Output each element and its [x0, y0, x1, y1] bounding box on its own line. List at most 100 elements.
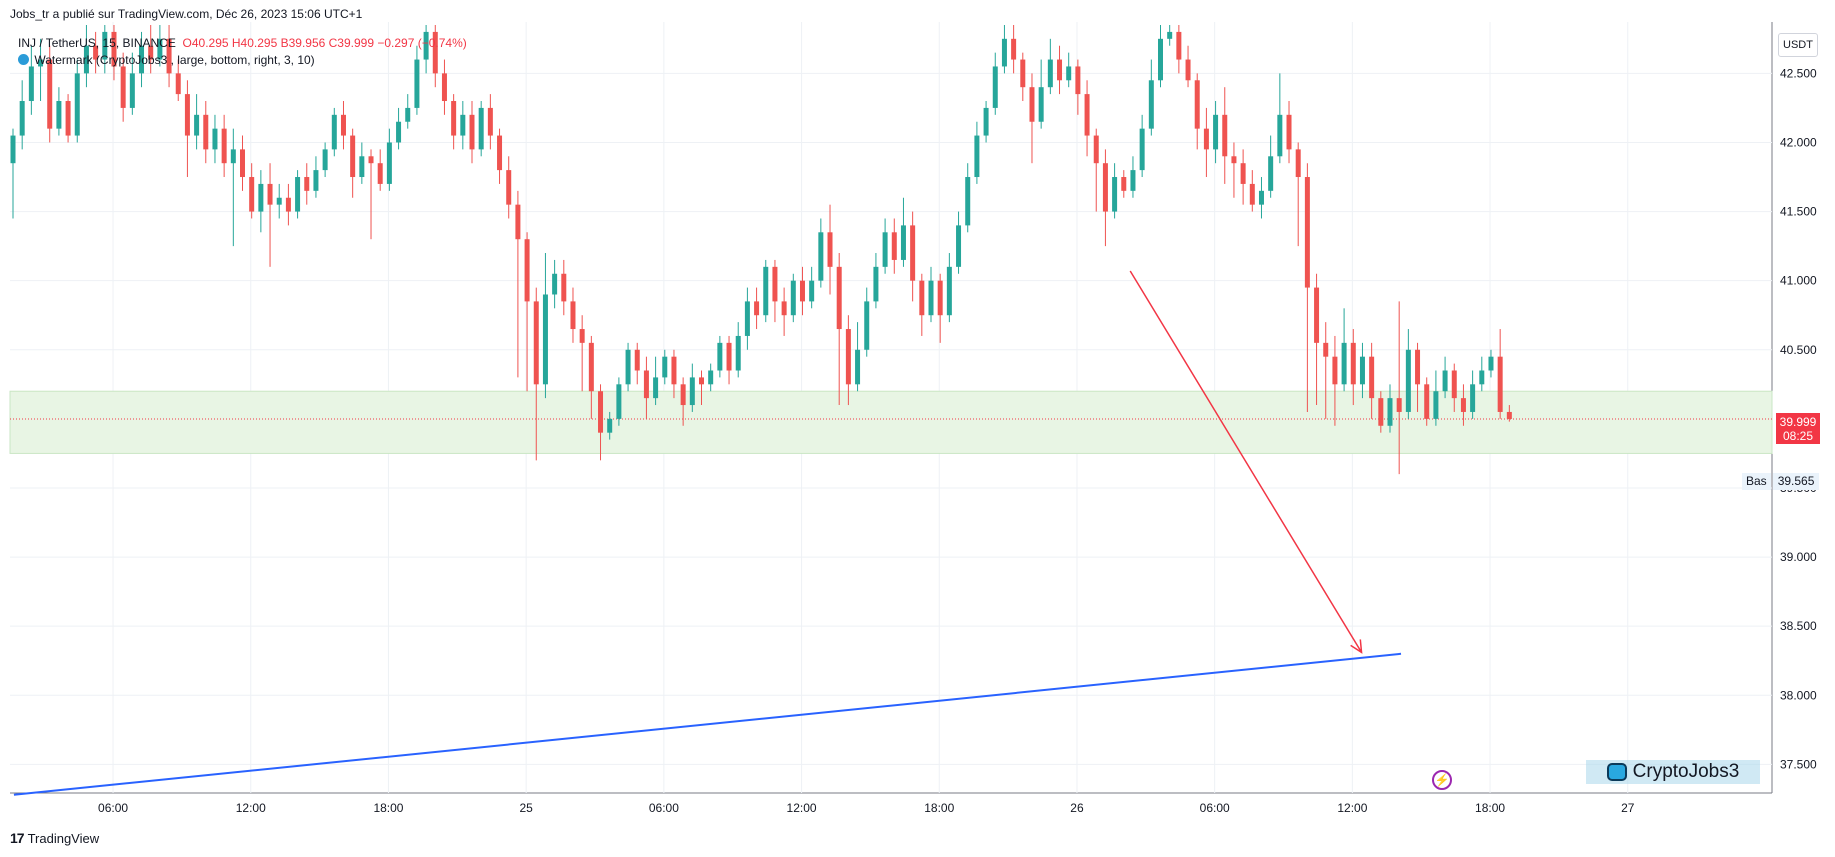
forecast-arrow [1129, 270, 1363, 653]
candle-body [1497, 356, 1503, 412]
candle-body [1323, 342, 1329, 357]
candle-body [212, 128, 218, 150]
candle-body [1286, 114, 1292, 150]
candle-body [120, 66, 126, 108]
candle-body [497, 135, 503, 171]
candle-body [1295, 149, 1301, 178]
candle-body [937, 280, 943, 316]
candle-body [1029, 87, 1035, 122]
candle-body [763, 266, 769, 316]
candle-body [1185, 59, 1191, 81]
y-tick-label: 39.000 [1780, 550, 1817, 564]
candle-body [1332, 356, 1338, 385]
candle-body [946, 266, 952, 316]
candle-body [47, 59, 53, 129]
ohlc-values: O40.295 H40.295 B39.956 C39.999 −0.297 (… [182, 36, 467, 50]
candle-body [919, 280, 925, 316]
candle-body [1249, 183, 1255, 205]
candle-body [1451, 370, 1457, 399]
candle-body [1424, 384, 1430, 419]
x-tick-label: 18:00 [924, 801, 954, 815]
y-tick-label: 38.000 [1780, 688, 1817, 702]
candle-body [157, 38, 163, 60]
candle-body [552, 273, 558, 295]
candle-body [441, 73, 447, 102]
candle-body [1341, 342, 1347, 385]
x-tick-label: 12:00 [1337, 801, 1367, 815]
candle-body [460, 114, 466, 136]
candle-body [1240, 163, 1246, 184]
candle-body [809, 280, 815, 302]
candle-body [304, 177, 310, 191]
candle-body [258, 183, 264, 212]
candle-body [735, 335, 741, 371]
candle-body [643, 370, 649, 399]
candle-body [65, 101, 71, 136]
candle-body [616, 384, 622, 419]
candle-body [882, 232, 888, 267]
candle-body [671, 356, 677, 385]
candle-body [74, 73, 80, 136]
candle-body [175, 73, 181, 95]
candle-body [249, 177, 255, 212]
x-tick-label: 26 [1070, 801, 1084, 815]
tradingview-logo-text: TradingView [27, 830, 100, 846]
watermark-indicator-label[interactable]: Watermark (CryptoJobs3 , large, bottom, … [34, 53, 315, 67]
candle-body [386, 142, 392, 184]
watermark-text: CryptoJobs3 [1632, 761, 1740, 782]
last-price-value: 39.999 [1779, 415, 1817, 429]
candle-body [1001, 38, 1007, 67]
candle-body [1158, 38, 1163, 81]
candle-body [818, 232, 824, 281]
candle-body [368, 156, 374, 164]
indicator-row[interactable]: Watermark (CryptoJobs3 , large, bottom, … [18, 52, 467, 69]
x-tick-label: 12:00 [236, 801, 266, 815]
candle-body [1268, 156, 1274, 191]
candle-body [1277, 114, 1283, 157]
candle-body [579, 329, 585, 343]
symbol-name[interactable]: INJ / TetherUS, 15, BINANCE [18, 36, 176, 50]
candle-body [322, 149, 328, 171]
candle-body [267, 183, 273, 205]
candle-body [405, 107, 411, 122]
candle-body [102, 31, 108, 60]
candle-body [331, 114, 337, 150]
candle-body [38, 59, 44, 67]
lightning-icon[interactable]: ⚡ [1432, 770, 1452, 790]
candle-body [570, 301, 576, 330]
currency-button[interactable]: USDT [1778, 33, 1818, 57]
candle-body [396, 121, 402, 143]
candle-body [928, 280, 934, 316]
last-price-tag: 39.999 08:25 [1776, 413, 1820, 444]
candle-body [414, 59, 420, 108]
candle-body [1167, 31, 1173, 39]
candle-body [524, 239, 530, 302]
candle-body [350, 135, 356, 178]
candle-body [607, 418, 613, 433]
candle-body [1093, 135, 1099, 164]
candle-body [1396, 398, 1402, 412]
candle-body [827, 232, 833, 267]
candle-body [717, 342, 723, 371]
candle-body [432, 31, 438, 74]
candle-body [1222, 114, 1228, 157]
candle-body [1258, 190, 1264, 205]
candle-body [1121, 177, 1127, 191]
session-low-label: Bas 39.565 [1742, 473, 1820, 490]
candle-body [689, 377, 695, 406]
cryptojobs-logo-icon [1606, 763, 1627, 781]
candle-body [1102, 163, 1108, 212]
x-tick-label: 06:00 [649, 801, 679, 815]
candle-body [1460, 398, 1466, 412]
tradingview-logo[interactable]: 17 TradingView [10, 830, 99, 846]
candle-body [708, 370, 714, 385]
candle-body [1405, 349, 1411, 412]
x-tick-label: 18:00 [1475, 801, 1505, 815]
y-tick-label: 37.500 [1780, 757, 1817, 771]
candle-body [956, 225, 962, 267]
symbol-row[interactable]: INJ / TetherUS, 15, BINANCE O40.295 H40.… [18, 35, 467, 52]
candle-body [542, 294, 548, 385]
x-tick-label: 25 [519, 801, 533, 815]
candle-body [28, 66, 34, 102]
